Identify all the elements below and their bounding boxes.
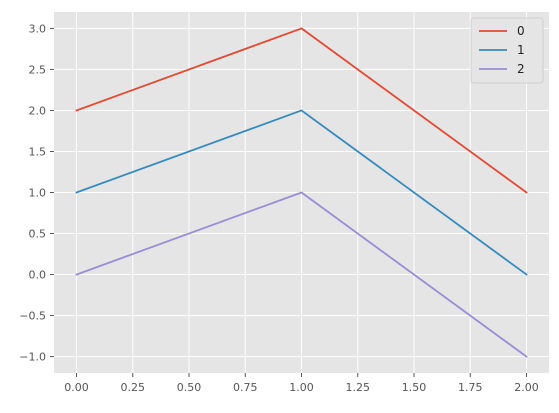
x-tick-label: 0.75 bbox=[233, 381, 258, 394]
legend-label-1: 1 bbox=[517, 43, 525, 57]
y-tick-label: −0.5 bbox=[19, 310, 46, 323]
legend-label-2: 2 bbox=[517, 62, 525, 76]
x-tick-label: 1.75 bbox=[458, 381, 483, 394]
y-tick-label: −1.0 bbox=[19, 351, 46, 364]
x-tick-label: 0.50 bbox=[177, 381, 202, 394]
y-tick-label: 0.0 bbox=[29, 269, 47, 282]
x-tick-label: 0.00 bbox=[64, 381, 89, 394]
series-line-0 bbox=[75, 27, 528, 194]
x-tick-label: 0.25 bbox=[121, 381, 146, 394]
y-tick-label: 2.0 bbox=[29, 104, 47, 117]
y-tick-label: 0.5 bbox=[29, 228, 47, 241]
x-tick-label: 1.00 bbox=[289, 381, 314, 394]
series-line-1 bbox=[75, 109, 528, 276]
y-tick-label: 2.5 bbox=[29, 63, 47, 76]
x-tick-label: 1.25 bbox=[346, 381, 371, 394]
x-tick-label: 1.50 bbox=[402, 381, 427, 394]
y-tick-label: 3.0 bbox=[29, 22, 47, 35]
legend-label-0: 0 bbox=[517, 24, 525, 38]
y-axis: −1.0 −0.5 0.0 0.5 1.0 1.5 2.0 2.5 3.0 bbox=[19, 22, 54, 364]
x-axis: 0.00 0.25 0.50 0.75 1.00 1.25 1.50 1.75 2.00 bbox=[64, 373, 539, 394]
legend: 0 1 2 bbox=[470, 17, 544, 84]
x-tick-label: 2.00 bbox=[514, 381, 539, 394]
y-tick-label: 1.0 bbox=[29, 187, 47, 200]
y-tick-label: 1.5 bbox=[29, 145, 47, 158]
series-line-2 bbox=[75, 191, 528, 358]
series-lines bbox=[75, 27, 528, 358]
